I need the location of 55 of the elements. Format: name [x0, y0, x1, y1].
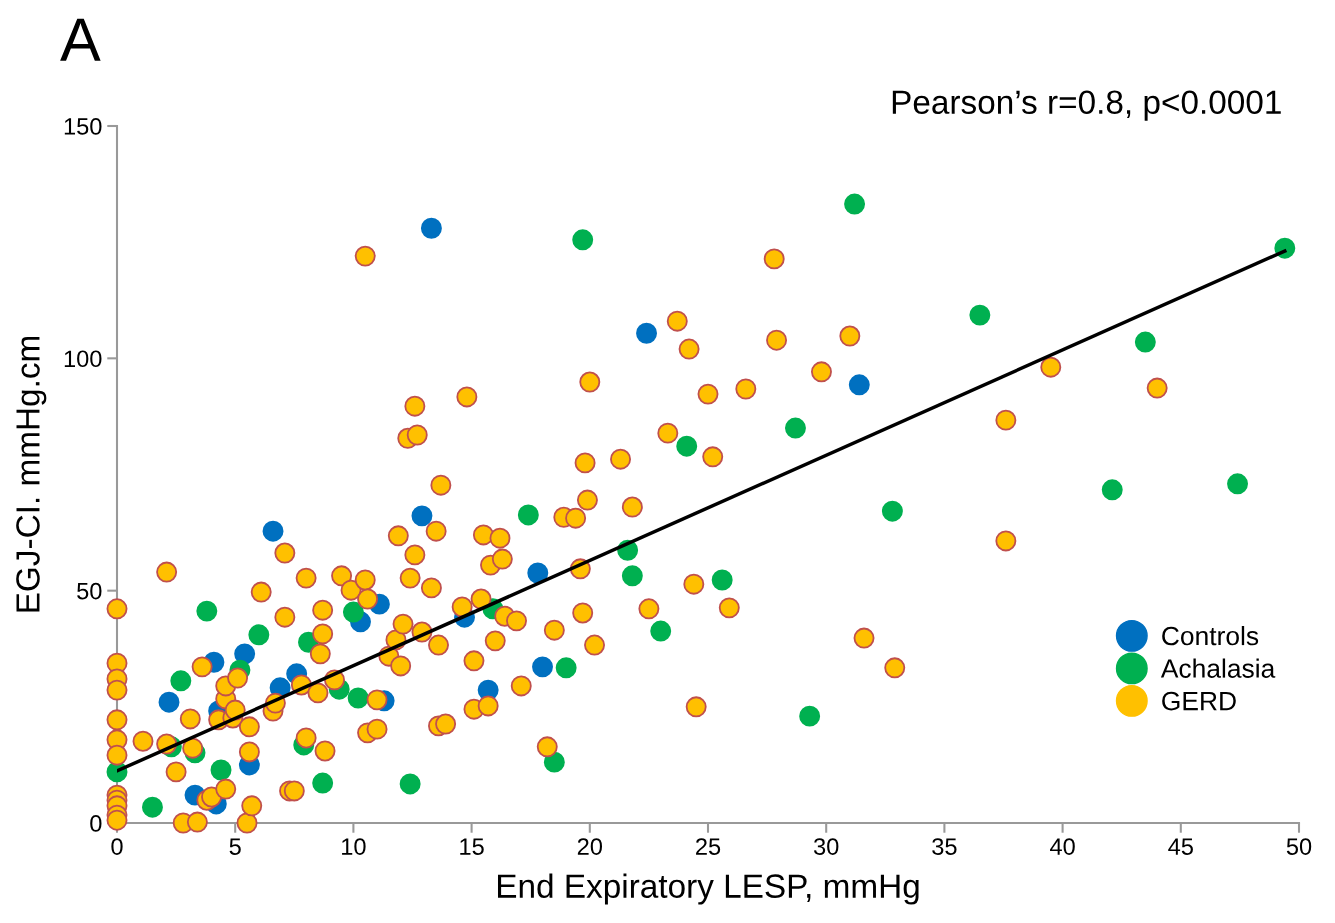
x-tick-label: 5 [229, 838, 241, 855]
legend-label: Controls [1162, 625, 1259, 646]
x-tick-label: 45 [1168, 838, 1193, 855]
point [676, 435, 698, 457]
x-tick-label: 40 [1050, 838, 1075, 855]
y-tick-label: 100 [64, 350, 102, 368]
point [844, 193, 866, 215]
point [784, 417, 806, 439]
y-axis-title: EGJ-CI. mmHg.cm [16, 336, 47, 612]
point [158, 691, 180, 713]
point [881, 500, 903, 522]
x-tick-label: 15 [460, 838, 484, 855]
point [572, 229, 594, 251]
point [527, 562, 549, 584]
point [196, 600, 218, 622]
point [517, 504, 539, 526]
point [848, 374, 870, 396]
point [1134, 331, 1156, 353]
x-tick-label: 50 [1286, 838, 1312, 855]
x-tick-label: 20 [577, 838, 603, 855]
point [234, 643, 256, 665]
x-tick-label: 10 [342, 838, 366, 855]
point [636, 322, 658, 344]
point [621, 565, 643, 587]
x-tick-label: 35 [932, 838, 957, 855]
point [262, 520, 284, 542]
point [711, 569, 733, 591]
point [210, 759, 232, 781]
point [650, 620, 672, 642]
x-axis-title: End Expiratory LESP, mmHg [497, 873, 919, 905]
y-tick-label: 50 [77, 582, 102, 600]
text: Pearson’s r=0.8, p<0.0001 [892, 90, 1281, 121]
x-tick-label: 0 [111, 838, 123, 855]
legend-label: Achalasia [1160, 658, 1276, 678]
point [1101, 479, 1123, 501]
point [342, 601, 364, 623]
point [170, 670, 192, 692]
point [555, 657, 577, 679]
point [411, 505, 433, 527]
point [141, 796, 163, 818]
y-tick-label: 150 [64, 118, 102, 135]
legend-label: GERD [1162, 691, 1236, 711]
point [532, 656, 553, 678]
point [399, 773, 421, 795]
y-tick-label: 0 [90, 815, 102, 832]
x-tick-label: 25 [696, 838, 721, 855]
point [969, 304, 991, 326]
x-tick-label: 30 [813, 838, 839, 855]
point [248, 624, 270, 646]
point [312, 772, 334, 794]
point [420, 217, 442, 239]
point [347, 687, 369, 709]
point [1227, 473, 1249, 495]
point [799, 705, 821, 727]
chart-title: A [60, 18, 101, 61]
